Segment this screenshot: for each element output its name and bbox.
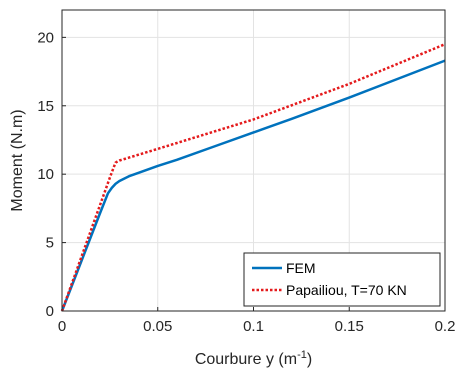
y-axis-label: Moment (N.m)	[9, 109, 26, 211]
x-tick-label: 0.2	[435, 318, 456, 335]
x-tick-label: 0	[58, 318, 66, 335]
series-line-fem	[60, 59, 446, 312]
y-tick-label: 15	[37, 98, 54, 115]
y-tick-label: 20	[37, 29, 54, 46]
legend-label-papailiou: Papailiou, T=70 KN	[286, 282, 407, 298]
y-tick-label: 0	[46, 303, 54, 320]
series-group	[60, 43, 446, 312]
y-tick-label: 5	[46, 235, 54, 252]
y-tick-label: 10	[37, 166, 54, 183]
ticks: 0 0.05 0.1 0.15 0.2 0 5 10 15 20	[37, 29, 455, 335]
x-tick-label: 0.05	[143, 318, 172, 335]
x-tick-label: 0.15	[335, 318, 364, 335]
series-line-papailiou	[60, 43, 446, 312]
legend-box	[243, 252, 441, 307]
legend-label-fem: FEM	[286, 260, 316, 276]
x-axis-label: Courbure y (m-1)	[195, 349, 312, 368]
legend: FEM Papailiou, T=70 KN	[243, 252, 441, 307]
x-tick-label: 0.1	[243, 318, 264, 335]
